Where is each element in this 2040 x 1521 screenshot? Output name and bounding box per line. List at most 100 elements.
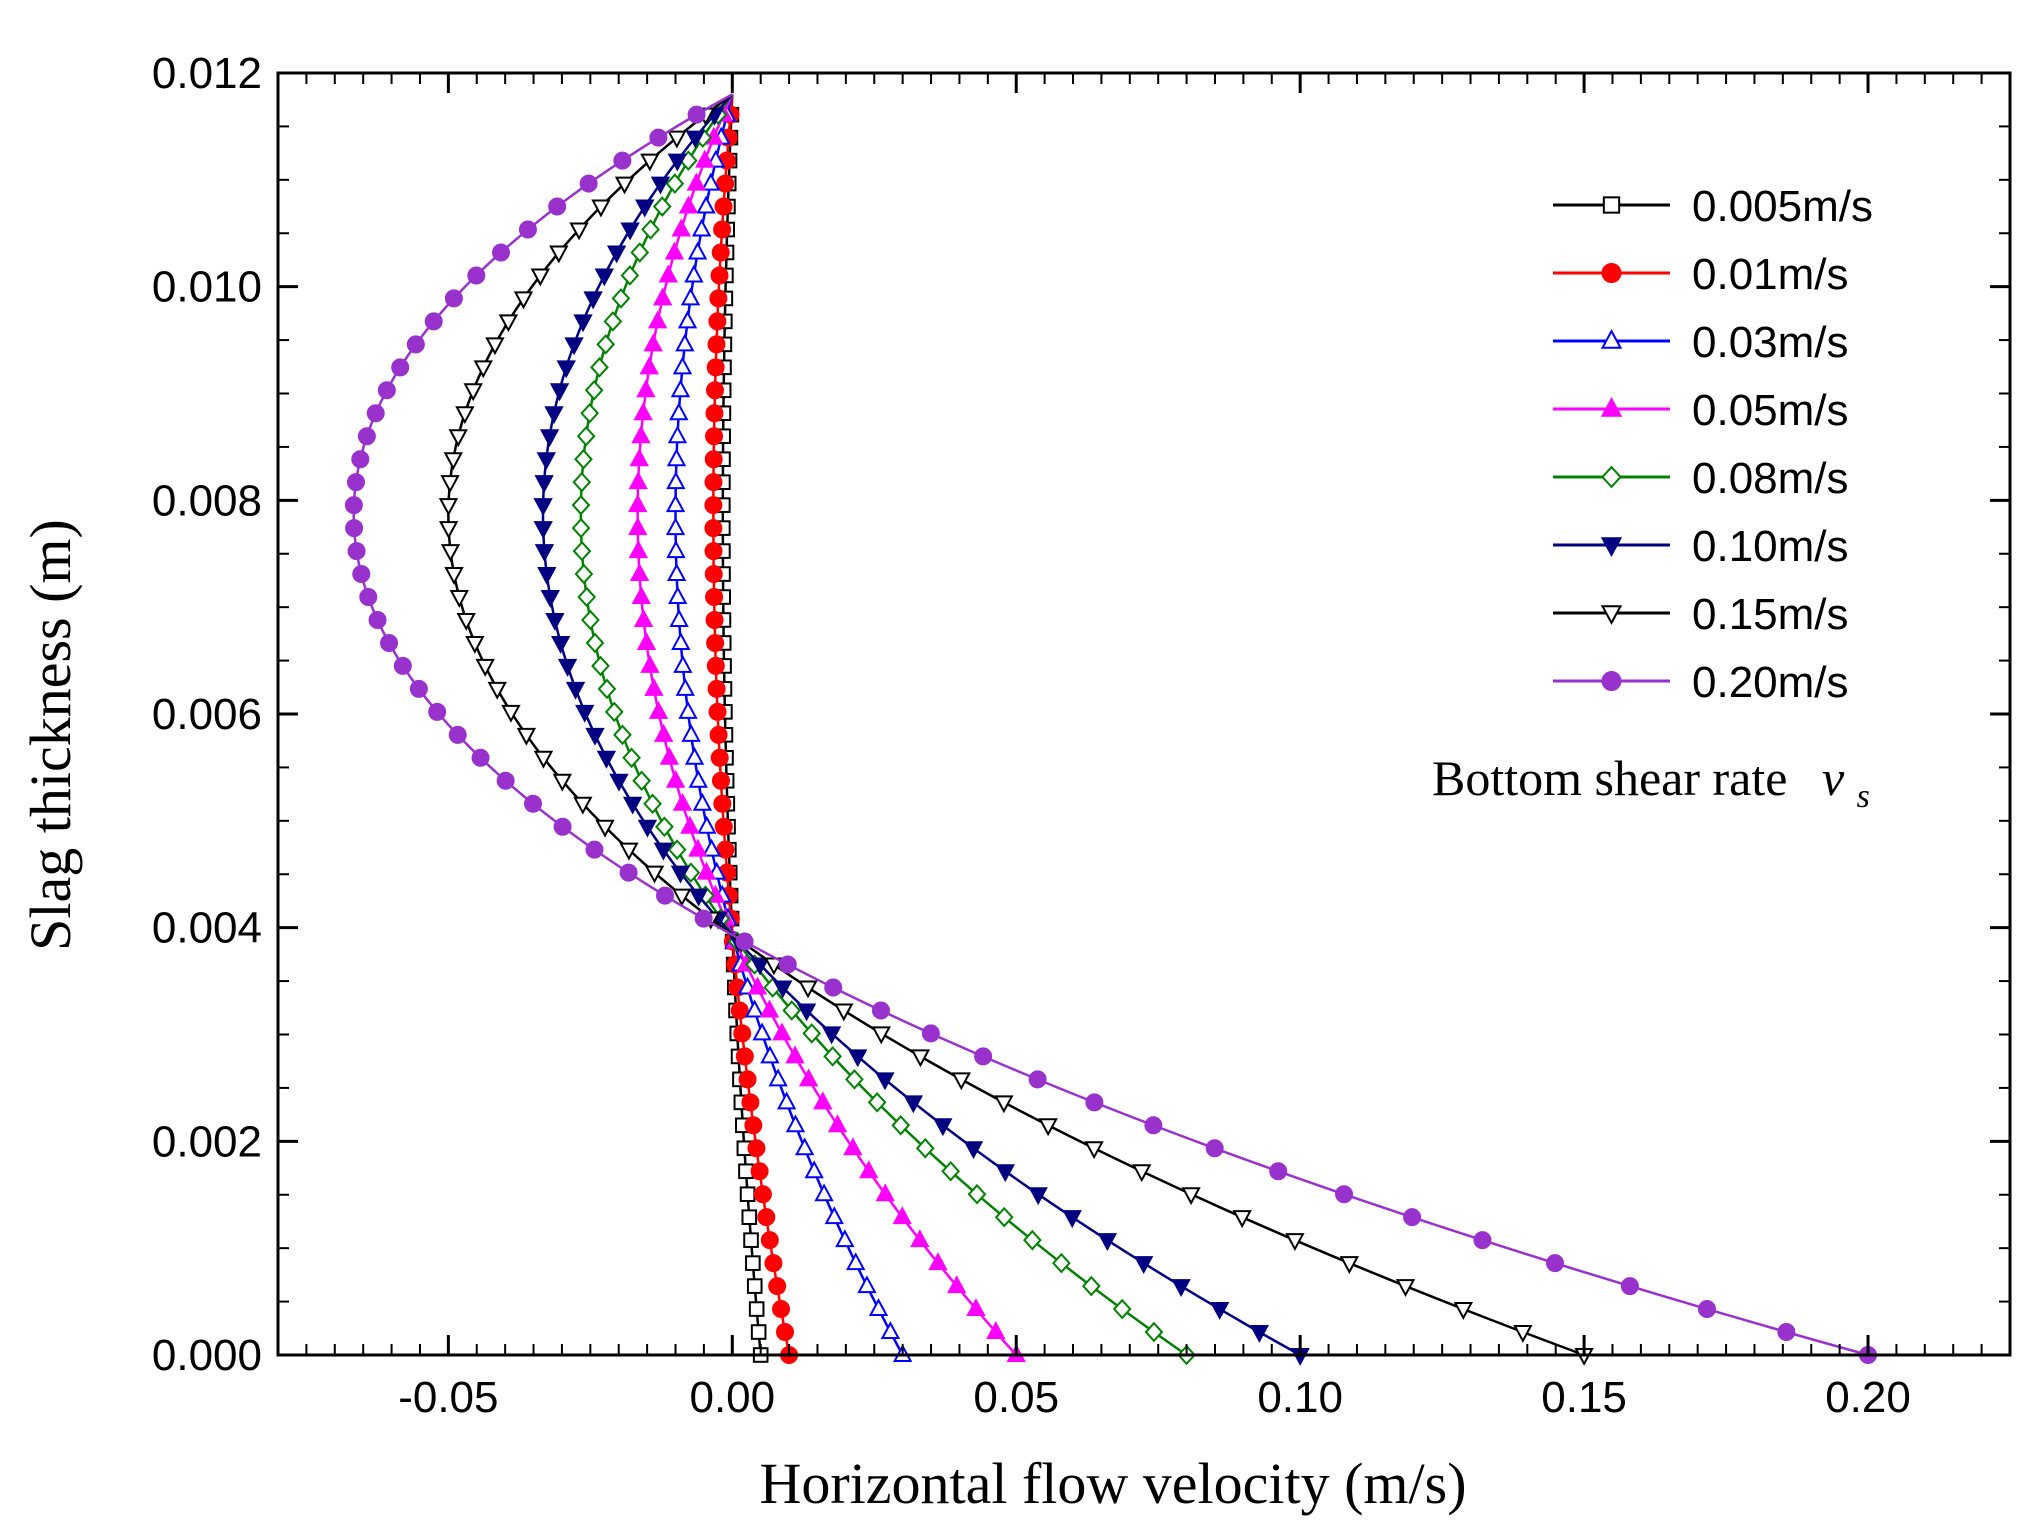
data-point xyxy=(513,291,534,310)
data-point xyxy=(491,243,510,262)
data-point xyxy=(471,748,490,767)
data-point xyxy=(584,380,604,401)
data-point xyxy=(759,999,780,1018)
data-point xyxy=(705,588,724,607)
legend-label: 0.10m/s xyxy=(1692,522,1849,571)
data-point xyxy=(428,702,447,721)
series-line xyxy=(352,93,1869,1357)
data-point xyxy=(730,1001,749,1020)
data-point xyxy=(496,771,515,790)
data-point xyxy=(573,796,593,815)
data-point xyxy=(666,448,687,467)
data-point xyxy=(903,1095,924,1114)
data-point xyxy=(565,681,586,700)
data-point xyxy=(910,1229,930,1248)
data-point xyxy=(631,425,651,444)
data-point xyxy=(655,816,674,837)
data-point xyxy=(549,383,570,402)
data-point xyxy=(553,817,572,836)
data-point xyxy=(750,1324,767,1340)
data-point xyxy=(1181,1187,1201,1206)
data-point xyxy=(966,1298,986,1317)
data-point xyxy=(357,427,376,446)
data-point xyxy=(835,1229,855,1248)
data-point xyxy=(1112,1298,1132,1320)
data-point xyxy=(814,1183,834,1202)
data-point xyxy=(347,542,366,561)
data-point xyxy=(501,704,521,723)
data-point xyxy=(545,612,565,631)
data-point xyxy=(666,471,686,490)
data-point xyxy=(581,609,600,631)
data-point xyxy=(796,1003,817,1022)
data-point xyxy=(659,746,680,765)
data-point xyxy=(667,839,687,860)
data-point xyxy=(628,517,648,536)
data-point xyxy=(671,218,691,237)
data-point xyxy=(1171,1279,1191,1297)
data-point xyxy=(994,1206,1014,1228)
legend-title-subscript: s xyxy=(1857,778,1870,815)
data-point xyxy=(666,540,686,559)
data-point xyxy=(438,521,459,540)
data-point xyxy=(1285,1233,1305,1252)
data-point xyxy=(465,635,485,654)
x-tick-label: -0.05 xyxy=(398,1373,498,1422)
data-point xyxy=(709,725,728,744)
data-point xyxy=(523,794,542,813)
data-point xyxy=(834,1003,854,1022)
data-point xyxy=(738,1070,757,1089)
data-point xyxy=(631,586,651,605)
data-point xyxy=(713,794,732,813)
data-point xyxy=(653,842,674,861)
data-point xyxy=(1132,1164,1152,1183)
legend-item: 0.005m/s xyxy=(1553,182,1873,231)
legend-marker xyxy=(1600,328,1623,349)
data-point xyxy=(687,105,706,124)
data-point xyxy=(1085,1093,1104,1112)
data-point xyxy=(695,149,715,168)
legend-item: 0.10m/s xyxy=(1553,522,1849,571)
legend-marker xyxy=(1600,537,1623,558)
data-point xyxy=(772,1022,792,1041)
data-point xyxy=(611,288,631,309)
series-0.01m/s xyxy=(704,94,799,1364)
data-point xyxy=(871,1026,891,1045)
data-point xyxy=(667,153,688,172)
legend-item: 0.20m/s xyxy=(1553,658,1849,707)
x-tick-label: 0.10 xyxy=(1257,1373,1343,1422)
data-point xyxy=(704,542,723,561)
data-point xyxy=(530,268,550,287)
data-point xyxy=(994,1095,1014,1114)
data-point xyxy=(1620,1277,1639,1296)
legend-label: 0.05m/s xyxy=(1692,386,1849,435)
series-0.08m/s xyxy=(571,93,1196,1366)
data-point xyxy=(707,679,726,698)
data-point xyxy=(665,494,686,513)
data-point xyxy=(533,750,554,769)
data-point xyxy=(1028,1070,1047,1089)
data-point xyxy=(548,197,567,216)
data-point xyxy=(967,1183,987,1205)
data-point xyxy=(708,312,727,331)
data-point xyxy=(639,356,659,375)
data-point xyxy=(536,452,556,471)
data-point xyxy=(516,727,537,746)
legend-marker xyxy=(1601,263,1622,283)
data-point xyxy=(579,174,598,193)
data-point xyxy=(802,1023,822,1044)
data-point xyxy=(706,633,725,652)
y-tick-label: 0.002 xyxy=(152,1117,262,1166)
data-point xyxy=(619,863,638,882)
data-point xyxy=(665,769,686,788)
data-point xyxy=(564,337,584,356)
data-point xyxy=(775,1323,794,1342)
data-point xyxy=(671,632,691,650)
data-point xyxy=(444,289,463,308)
axes-layer: -0.05 0.00 0.05 0.10 0.15 0.20 0.000 0.002 0.004… xyxy=(152,49,2011,1422)
data-point xyxy=(694,909,713,928)
data-point xyxy=(1546,1254,1565,1273)
legend-item: 0.08m/s xyxy=(1553,454,1849,503)
data-point xyxy=(647,310,668,329)
y-tick-label: 0.004 xyxy=(152,904,262,953)
